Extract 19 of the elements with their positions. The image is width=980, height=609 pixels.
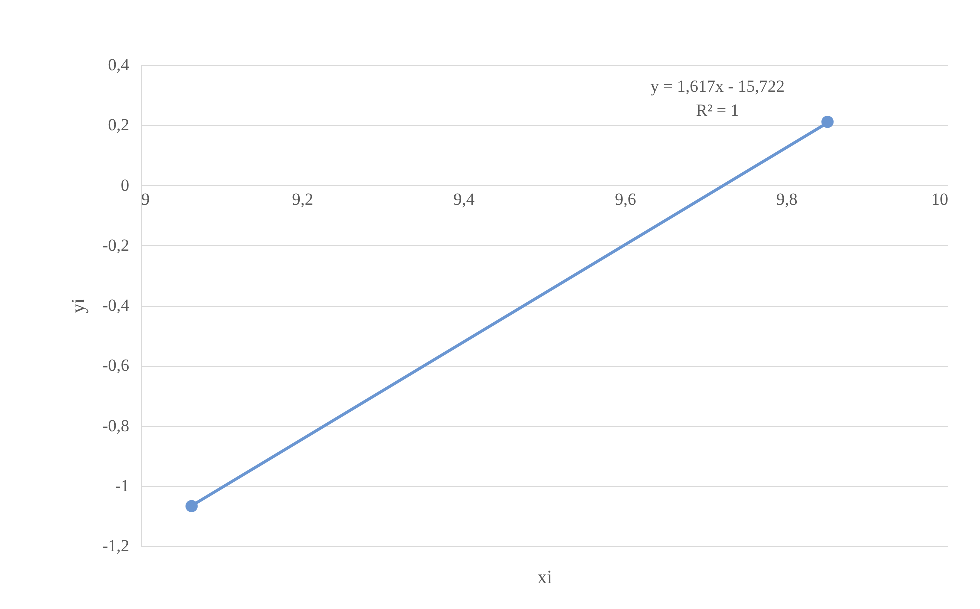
y-tick-label: 0 <box>121 176 130 195</box>
x-axis-title: xi <box>538 568 552 588</box>
annotation: R² = 1 <box>696 101 740 120</box>
y-tick-label: -0,2 <box>102 236 130 255</box>
y-tick-label: -0,6 <box>102 356 130 376</box>
y-tick-label: 0,2 <box>108 116 130 135</box>
x-tick-label: 9,4 <box>454 190 476 209</box>
x-tick-label: 9 <box>142 190 150 209</box>
x-tick-label: 9,2 <box>292 190 314 209</box>
y-tick-label: 0,4 <box>108 56 130 74</box>
y-tick-label: -0,8 <box>102 416 130 436</box>
y-tick-label: -0,4 <box>102 296 130 315</box>
x-tick-label: 10 <box>932 190 948 209</box>
y-tick-label: -1,2 <box>102 536 130 556</box>
y-axis-title: yi <box>68 298 90 314</box>
annotation: y = 1,617x - 15,722 <box>650 77 785 96</box>
x-tick-label: 9,6 <box>615 190 636 209</box>
y-tick-label: -1 <box>115 476 130 496</box>
x-tick-label: 9,8 <box>776 190 798 209</box>
